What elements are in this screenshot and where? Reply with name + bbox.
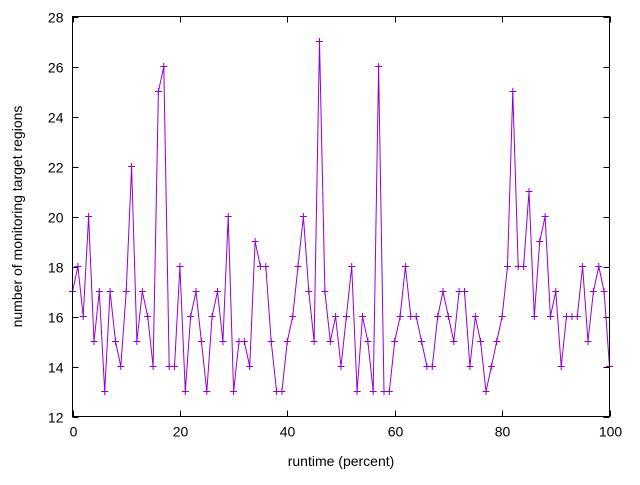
tick-label: 16	[48, 310, 64, 326]
tick-label: 18	[48, 260, 64, 276]
axis-ticks	[72, 16, 611, 418]
tick-label: 60	[388, 424, 404, 440]
plot-border	[72, 16, 610, 417]
x-axis-label: runtime (percent)	[288, 453, 395, 469]
series-line	[72, 41, 610, 392]
tick-label: 40	[280, 424, 296, 440]
tick-label: 26	[48, 60, 64, 76]
tick-label: 14	[48, 360, 64, 376]
tick-label: 100	[599, 424, 623, 440]
tick-label: 80	[495, 424, 511, 440]
tick-label: 24	[48, 110, 64, 126]
tick-label: 20	[48, 210, 64, 226]
tick-label: 12	[48, 410, 64, 426]
data-series	[69, 38, 613, 395]
axis-tick-labels: 0 20 40 60 80 100 12 14 16 18 20 22 24 26 28	[48, 10, 622, 440]
y-axis-label: number of monitoring target regions	[9, 106, 25, 328]
tick-label: 28	[48, 10, 64, 26]
tick-label: 22	[48, 160, 64, 176]
tick-label: 0	[70, 424, 78, 440]
tick-label: 20	[173, 424, 189, 440]
